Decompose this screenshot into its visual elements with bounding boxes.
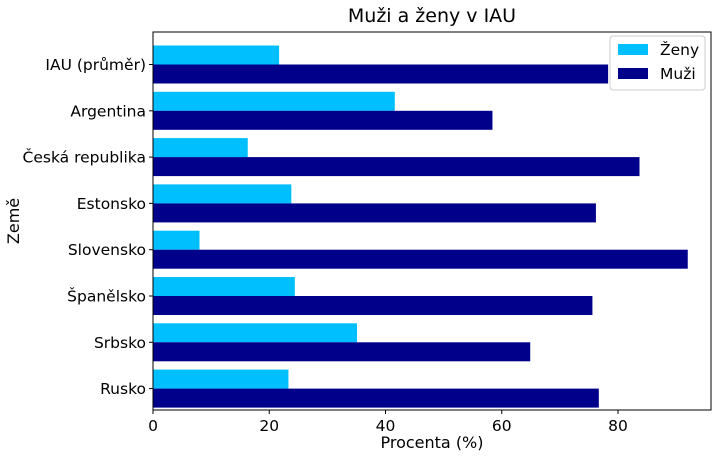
x-tick-label-60: 60 bbox=[492, 417, 512, 435]
y-tick-label-argentina: Argentina bbox=[70, 102, 146, 120]
y-tick-label-rusko: Rusko bbox=[100, 380, 146, 398]
bar-zeny-slovensko bbox=[153, 230, 200, 250]
bar-muzi-slovensko bbox=[153, 249, 688, 269]
legend-label-muzi: Muži bbox=[660, 65, 696, 83]
y-tick-label-srbsko: Srbsko bbox=[94, 334, 146, 352]
chart-title: Muži a ženy v IAU bbox=[348, 5, 516, 27]
legend-label-zeny: Ženy bbox=[660, 40, 699, 59]
legend-swatch-zeny bbox=[618, 44, 648, 55]
y-tick-label-slovensko: Slovensko bbox=[68, 241, 146, 259]
y-axis-label: Země bbox=[4, 198, 23, 244]
y-tick-label-spanelsko: Španělsko bbox=[67, 287, 146, 306]
x-tick-labels: 0 20 40 60 80 bbox=[148, 410, 628, 435]
legend: Ženy Muži bbox=[609, 35, 706, 91]
bar-zeny-srbsko bbox=[153, 323, 358, 343]
bar-muzi-rusko bbox=[153, 388, 599, 408]
bar-zeny-rusko bbox=[153, 369, 289, 389]
bar-muzi-argentina bbox=[153, 110, 493, 130]
bar-muzi-iau-prumer bbox=[153, 64, 609, 84]
bar-zeny-iau-prumer bbox=[153, 45, 280, 65]
y-tick-label-estonsko: Estonsko bbox=[77, 195, 146, 213]
bar-muzi-srbsko bbox=[153, 342, 531, 362]
bar-zeny-ceska-republika bbox=[153, 138, 248, 158]
x-tick-label-80: 80 bbox=[608, 417, 628, 435]
y-tick-label-ceska-republika: Česká republika bbox=[23, 148, 146, 167]
bar-zeny-argentina bbox=[153, 91, 395, 111]
y-tick-label-iau-prumer: IAU (průměr) bbox=[45, 56, 146, 74]
x-tick-label-0: 0 bbox=[148, 417, 158, 435]
bar-muzi-spanelsko bbox=[153, 296, 593, 315]
bar-zeny-estonsko bbox=[153, 184, 292, 204]
legend-swatch-muzi bbox=[618, 68, 648, 79]
x-tick-label-20: 20 bbox=[259, 417, 279, 435]
bars-group bbox=[153, 45, 688, 408]
x-axis-label: Procenta (%) bbox=[380, 433, 483, 452]
x-tick-label-40: 40 bbox=[376, 417, 396, 435]
bar-muzi-ceska-republika bbox=[153, 157, 640, 177]
bar-zeny-spanelsko bbox=[153, 277, 295, 296]
y-tick-labels: IAU (průměr) Argentina Česká republika Esto… bbox=[23, 56, 153, 398]
plot-frame bbox=[152, 31, 712, 411]
bar-muzi-estonsko bbox=[153, 203, 596, 223]
